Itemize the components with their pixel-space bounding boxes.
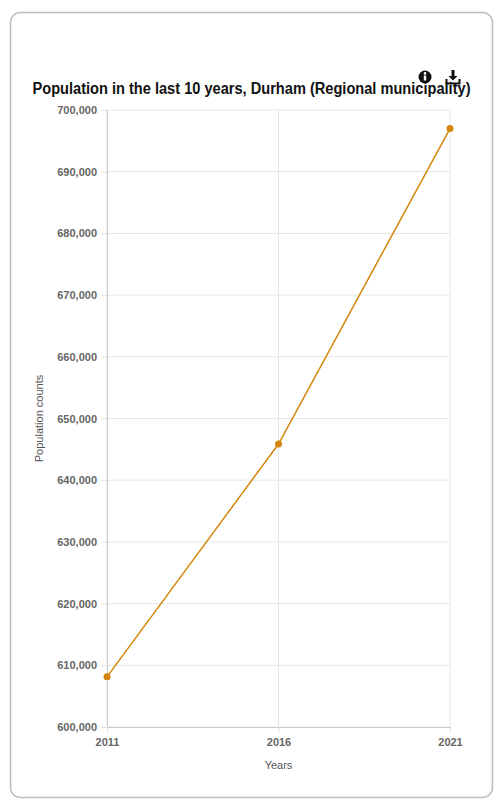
tick-mark <box>450 727 451 733</box>
tick-label: 2021 <box>438 736 462 748</box>
tick-mark <box>279 727 280 733</box>
line <box>107 129 450 677</box>
chart: Population in the last 10 years, Durham … <box>0 0 503 812</box>
tick-mark <box>107 727 108 733</box>
tick-label: 600,000 <box>57 721 97 733</box>
x-grid-line <box>450 110 451 727</box>
tick: 660,000 <box>57 351 107 363</box>
tick: 610,000 <box>57 659 107 671</box>
tick: 600,000 <box>57 721 107 733</box>
info-icon-dot[interactable] <box>424 72 427 75</box>
tick: 700,000 <box>57 104 107 116</box>
tick-mark <box>101 295 107 296</box>
tick-mark <box>101 233 107 234</box>
tick-mark <box>101 110 107 111</box>
tick-label: 700,000 <box>57 104 97 116</box>
tick: 680,000 <box>57 227 107 239</box>
tick: 2016 <box>267 727 291 748</box>
x-axis-title: Years <box>265 759 293 771</box>
tick: 670,000 <box>57 289 107 301</box>
chart-title: Population in the last 10 years, Durham … <box>33 80 471 97</box>
point[interactable] <box>275 441 282 448</box>
plot-area: 600,000 610,000 620,000 630,000 640,000 650,0… <box>57 104 463 748</box>
tick: 690,000 <box>57 166 107 178</box>
tick-mark <box>101 665 107 666</box>
tick-label: 620,000 <box>57 598 97 610</box>
tick-label: 610,000 <box>57 659 97 671</box>
x-axis-line <box>108 728 451 734</box>
tick-label: 650,000 <box>57 413 97 425</box>
tick-label: 630,000 <box>57 536 97 548</box>
point[interactable] <box>447 125 454 132</box>
y-axis-line <box>101 111 108 728</box>
tick-mark <box>101 542 107 543</box>
tick: 640,000 <box>57 474 107 486</box>
card-frame <box>11 13 493 798</box>
tick-label: 2011 <box>96 736 120 748</box>
tick-mark <box>101 727 107 728</box>
x-grid-line <box>278 110 279 727</box>
point[interactable] <box>104 673 111 680</box>
tick: 2011 <box>96 727 120 748</box>
tick-mark <box>101 604 107 605</box>
tick: 650,000 <box>57 413 107 425</box>
download-icon-arrow[interactable] <box>449 70 458 81</box>
tick: 630,000 <box>57 536 107 548</box>
tick-label: 660,000 <box>57 351 97 363</box>
tick: 2021 <box>438 727 462 748</box>
series <box>104 125 454 680</box>
tick-mark <box>101 172 107 173</box>
y-axis: 600,000 610,000 620,000 630,000 640,000 650,0… <box>57 104 107 733</box>
tick-label: 690,000 <box>57 166 97 178</box>
tick-label: 640,000 <box>57 474 97 486</box>
tick-mark <box>101 357 107 358</box>
tick-label: 2016 <box>267 736 291 748</box>
y-axis-title: Population counts <box>33 374 45 462</box>
grid <box>107 110 450 727</box>
tick-mark <box>101 419 107 420</box>
tick-label: 680,000 <box>57 227 97 239</box>
x-axis: 2011 2016 2021 <box>96 727 463 748</box>
tick-mark <box>101 480 107 481</box>
tick-label: 670,000 <box>57 289 97 301</box>
tick: 620,000 <box>57 598 107 610</box>
